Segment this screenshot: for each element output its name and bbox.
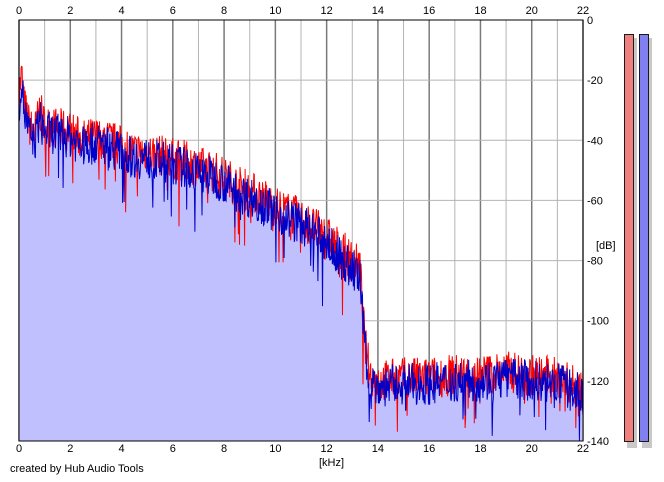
x-tick-label-bottom: 2 — [67, 443, 73, 455]
x-tick-label-bottom: 20 — [526, 443, 538, 455]
x-tick-label-top: 18 — [474, 5, 486, 17]
x-tick-label-top: 0 — [16, 5, 22, 17]
x-tick-label-bottom: 4 — [118, 443, 124, 455]
plot-frame — [18, 19, 584, 442]
credit-text: created by Hub Audio Tools — [10, 463, 144, 475]
x-tick-label-bottom: 16 — [423, 443, 435, 455]
x-tick-label-bottom: 6 — [170, 443, 176, 455]
x-tick-label-bottom: 12 — [321, 443, 333, 455]
y-tick-label: -100 — [587, 316, 609, 328]
y-tick-label: 0 — [587, 15, 593, 27]
x-tick-label-top: 22 — [577, 5, 589, 17]
x-tick-label-bottom: 8 — [221, 443, 227, 455]
x-tick-label-top: 6 — [170, 5, 176, 17]
x-tick-label-bottom: 22 — [577, 443, 589, 455]
y-tick-label: -20 — [587, 75, 603, 87]
x-tick-label-bottom: 0 — [16, 443, 22, 455]
x-tick-label-top: 8 — [221, 5, 227, 17]
x-tick-label-bottom: 14 — [372, 443, 384, 455]
series-line-right-channel — [18, 80, 584, 442]
y-tick-labels: 0 -20 -40 -60 -80 -100 -120 -140 — [587, 15, 609, 448]
y-axis-label: [dB] — [596, 240, 616, 252]
y-tick-label: -80 — [587, 256, 603, 268]
x-tick-label-top: 20 — [526, 5, 538, 17]
x-tick-label-top: 4 — [118, 5, 124, 17]
spectrum-fill-area — [19, 66, 583, 442]
x-tick-label-top: 10 — [269, 5, 281, 17]
y-tick-label: -40 — [587, 135, 603, 147]
y-tick-label: -60 — [587, 195, 603, 207]
x-tick-label-top: 14 — [372, 5, 384, 17]
x-tick-label-bottom: 10 — [269, 443, 281, 455]
x-tick-label-top: 12 — [321, 5, 333, 17]
level-meter-right — [639, 34, 649, 442]
x-tick-label-top: 2 — [67, 5, 73, 17]
x-tick-label-bottom: 18 — [474, 443, 486, 455]
y-tick-label: -120 — [587, 376, 609, 388]
x-axis-label: [kHz] — [319, 457, 345, 469]
level-meter-left — [624, 34, 634, 442]
y-tick-label: -140 — [587, 436, 609, 448]
x-tick-label-top: 16 — [423, 5, 435, 17]
